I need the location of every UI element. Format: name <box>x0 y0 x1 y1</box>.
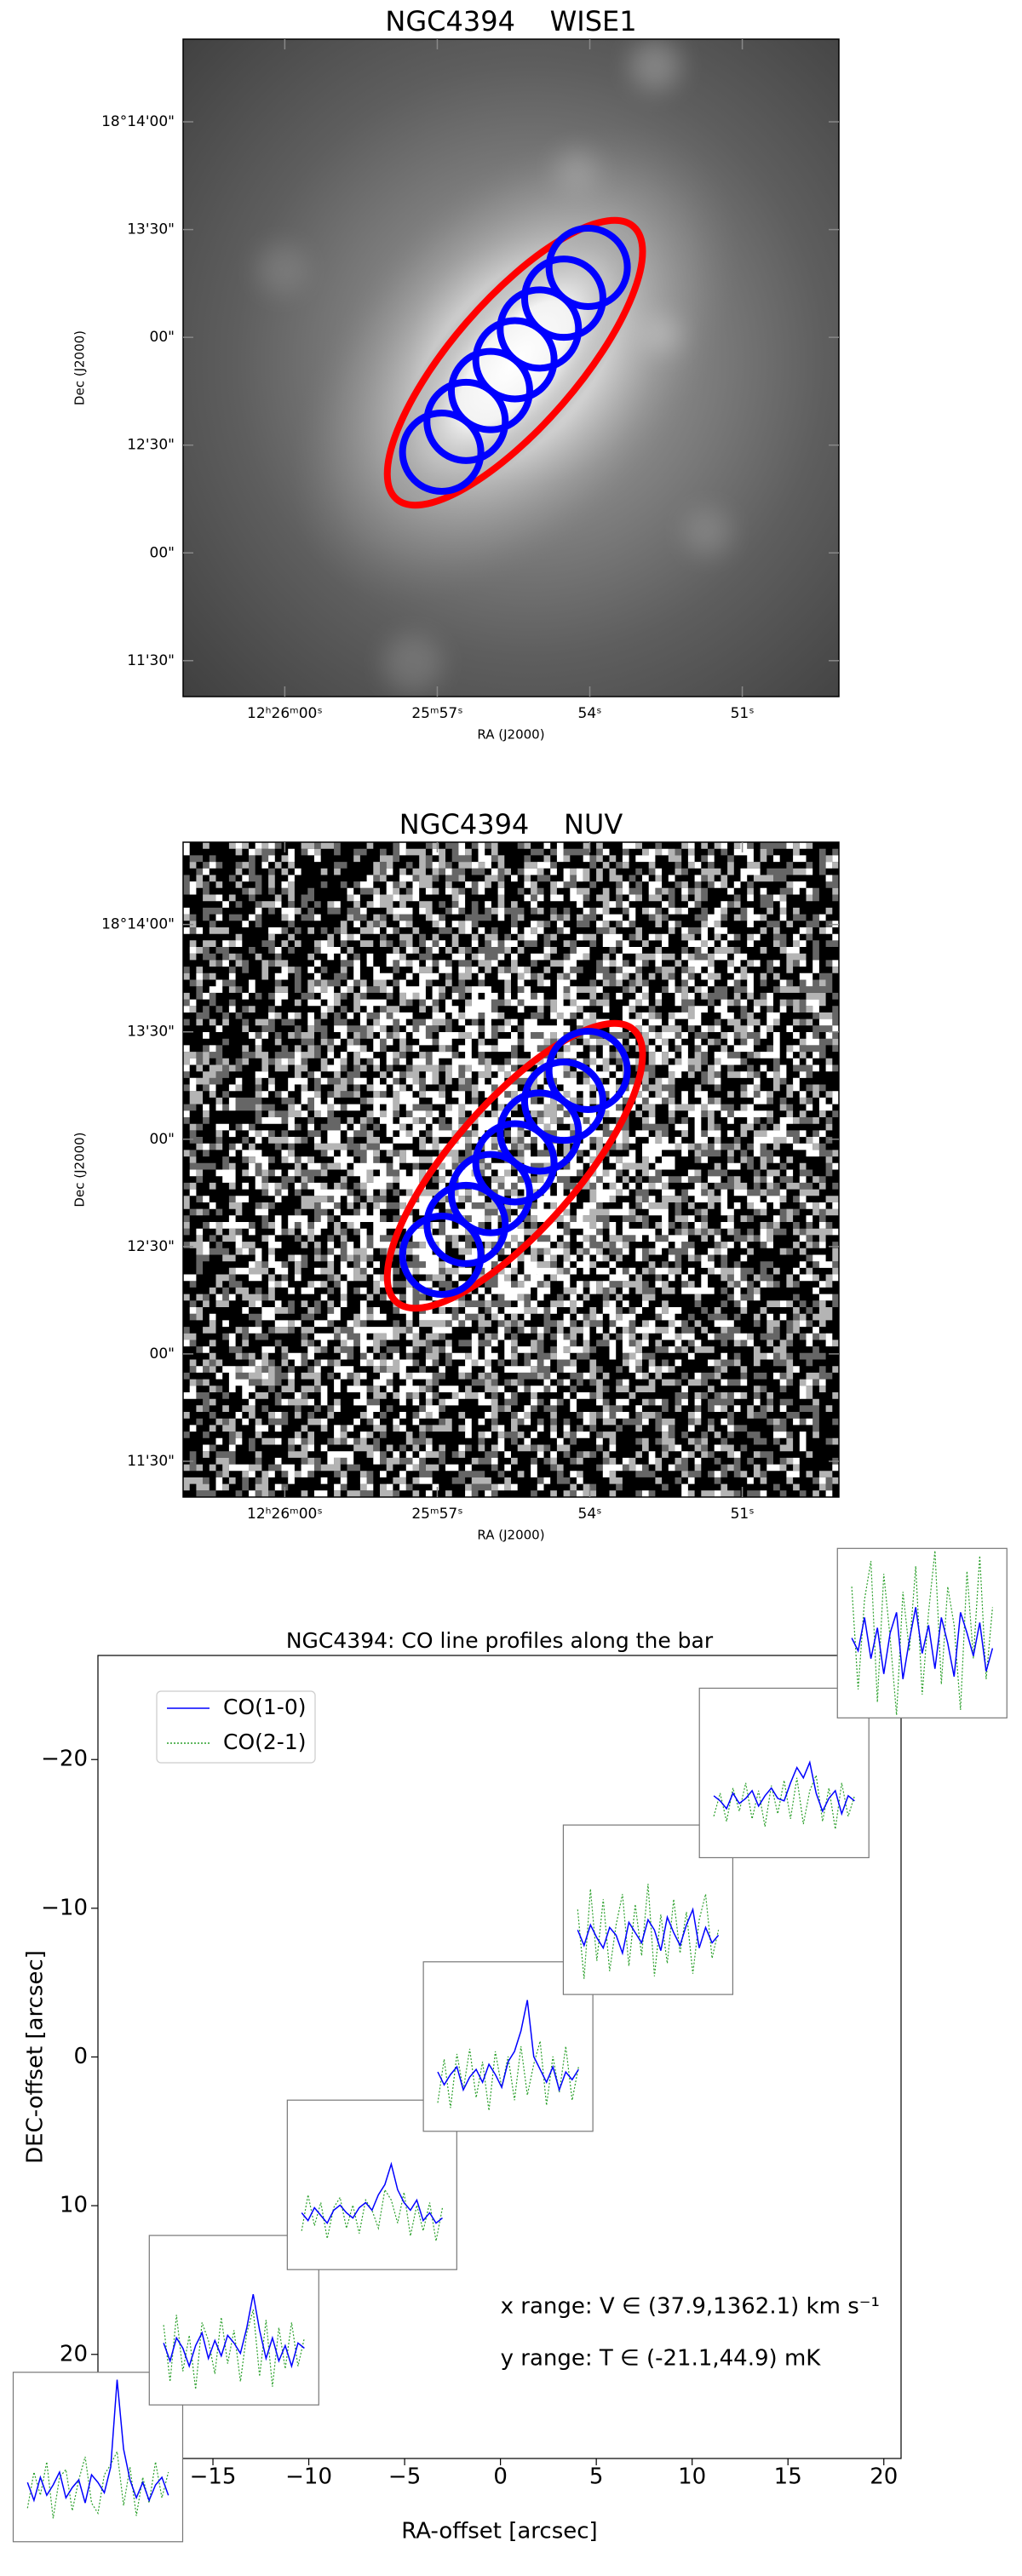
y-tick-label: 0 <box>73 2044 88 2069</box>
image <box>183 39 839 697</box>
chart-title: NGC4394 NUV <box>399 808 623 840</box>
image-pixels <box>183 842 839 1497</box>
spectrum-line <box>577 1907 720 1956</box>
aperture-beam <box>497 1089 583 1175</box>
aperture-ellipse <box>383 1019 646 1312</box>
x-tick-label: 5 <box>589 2464 604 2490</box>
y-tick-label: 00" <box>150 329 175 346</box>
y-axis-label: DEC-offset [arcsec] <box>23 1950 49 2164</box>
x-tick-label: 12ʰ26ᵐ00ˢ <box>247 1506 323 1523</box>
y-tick-label: 13'30" <box>127 1024 175 1041</box>
y-tick-label: 00" <box>150 1131 175 1148</box>
y-tick-label: −20 <box>41 1747 88 1772</box>
image-frame <box>182 38 840 697</box>
y-tick-label: 20 <box>60 2341 88 2367</box>
spectrum-line <box>437 2040 579 2111</box>
aperture-beam <box>545 225 631 310</box>
aperture-beam <box>472 317 558 403</box>
x-tick-label: 15 <box>774 2464 802 2490</box>
y-tick-label: 18°14'00" <box>101 916 175 933</box>
x-tick-label: 12ʰ26ᵐ00ˢ <box>247 705 323 722</box>
inset <box>836 1547 1008 1718</box>
chart-title: NGC4394 WISE1 <box>385 5 636 37</box>
x-tick-label: 25ᵐ57ˢ <box>411 705 462 722</box>
legend-frame <box>156 1690 316 1764</box>
y-tick-label: 00" <box>150 1345 175 1363</box>
x-tick-label: 0 <box>493 2464 508 2490</box>
y-tick-label: 00" <box>150 544 175 561</box>
x-tick-label: −5 <box>388 2464 421 2490</box>
spectrum-line <box>851 1607 994 1679</box>
aperture-beam <box>447 1150 533 1236</box>
aperture-beam <box>520 1059 606 1145</box>
y-tick-label: 11'30" <box>127 652 175 669</box>
image <box>183 842 839 1497</box>
aperture-beam <box>497 286 583 372</box>
aperture-beam <box>520 255 606 341</box>
x-tick-label: 54ˢ <box>578 705 602 722</box>
y-tick-label: 13'30" <box>127 221 175 238</box>
x-tick-label: 10 <box>678 2464 706 2490</box>
aperture-beam <box>472 1120 558 1206</box>
aperture-beam <box>545 1028 631 1113</box>
annotation: y range: T ∈ (-21.1,44.9) mK <box>501 2346 822 2372</box>
aperture-beam <box>399 1213 485 1298</box>
x-tick-label: 51ˢ <box>731 1506 755 1523</box>
spectrum-line <box>163 2293 305 2369</box>
y-axis-label: Dec (J2000) <box>72 330 88 405</box>
y-tick-label: 11'30" <box>127 1453 175 1470</box>
aperture-beam <box>447 347 533 433</box>
y-tick-label: 12'30" <box>127 437 175 454</box>
spectrum-line <box>301 2161 443 2224</box>
x-tick-label: 54ˢ <box>578 1506 602 1523</box>
x-tick-label: −15 <box>190 2464 237 2490</box>
spectrum-line <box>851 1550 993 1716</box>
spectrum-line <box>437 1999 579 2092</box>
legend-label: CO(1-0) <box>223 1695 306 1719</box>
x-axis-label: RA-offset [arcsec] <box>401 2519 597 2544</box>
x-tick-label: −10 <box>285 2464 332 2490</box>
spectrum-line <box>577 1884 720 1979</box>
spectrum-line <box>26 2379 169 2504</box>
x-tick-label: 51ˢ <box>731 705 755 722</box>
aperture-beam <box>423 378 509 464</box>
chart-title: NGC4394: CO line profiles along the bar <box>286 1628 714 1653</box>
x-tick-label: 20 <box>870 2464 898 2490</box>
faint-source <box>256 244 307 295</box>
image-frame <box>182 841 840 1498</box>
legend-label: CO(2-1) <box>223 1730 306 1754</box>
x-axis-label: RA (J2000) <box>477 727 544 743</box>
inset-position <box>836 1547 1008 1718</box>
x-tick-label: 25ᵐ57ˢ <box>411 1506 462 1523</box>
spectrum-line <box>163 2309 305 2390</box>
aperture-beam <box>399 410 485 495</box>
y-tick-label: 10 <box>60 2193 88 2218</box>
faint-source <box>629 39 681 91</box>
faint-source <box>684 508 732 556</box>
y-tick-label: −10 <box>41 1895 88 1920</box>
aperture-beam <box>423 1181 509 1267</box>
faint-source <box>382 634 443 694</box>
spectrum-line <box>26 2449 169 2519</box>
y-tick-label: 12'30" <box>127 1238 175 1255</box>
spectrum-line <box>713 1773 855 1830</box>
y-tick-label: 18°14'00" <box>101 113 175 130</box>
spectrum-line <box>301 2188 444 2241</box>
aperture-ellipse <box>383 216 646 509</box>
y-axis-label: Dec (J2000) <box>72 1132 88 1207</box>
annotation: x range: V ∈ (37.9,1362.1) km s⁻¹ <box>501 2294 880 2320</box>
x-axis-label: RA (J2000) <box>477 1528 544 1543</box>
image-pixels <box>183 842 839 1497</box>
inset <box>422 1961 594 2132</box>
spectrum-line <box>713 1760 855 1816</box>
